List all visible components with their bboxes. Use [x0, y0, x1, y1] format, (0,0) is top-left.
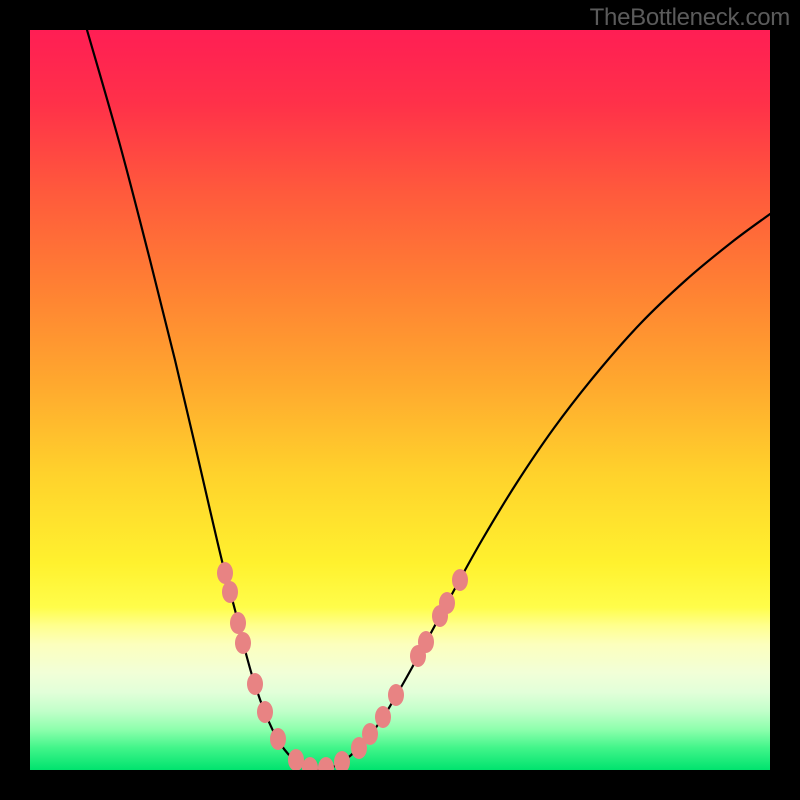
chart-frame: TheBottleneck.com: [0, 0, 800, 800]
curve-marker: [439, 592, 455, 614]
curve-marker: [257, 701, 273, 723]
curve-marker: [217, 562, 233, 584]
curve-marker: [375, 706, 391, 728]
curve-marker: [270, 728, 286, 750]
curve-marker: [362, 723, 378, 745]
curve-marker: [230, 612, 246, 634]
curve-marker: [222, 581, 238, 603]
watermark-text: TheBottleneck.com: [590, 4, 790, 32]
curve-marker: [388, 684, 404, 706]
curve-marker: [247, 673, 263, 695]
curve-marker: [334, 751, 350, 773]
curve-marker: [452, 569, 468, 591]
curve-marker: [288, 749, 304, 771]
curve-marker: [235, 632, 251, 654]
chart-background-gradient: [30, 30, 770, 770]
bottleneck-chart: [0, 0, 800, 800]
curve-marker: [418, 631, 434, 653]
